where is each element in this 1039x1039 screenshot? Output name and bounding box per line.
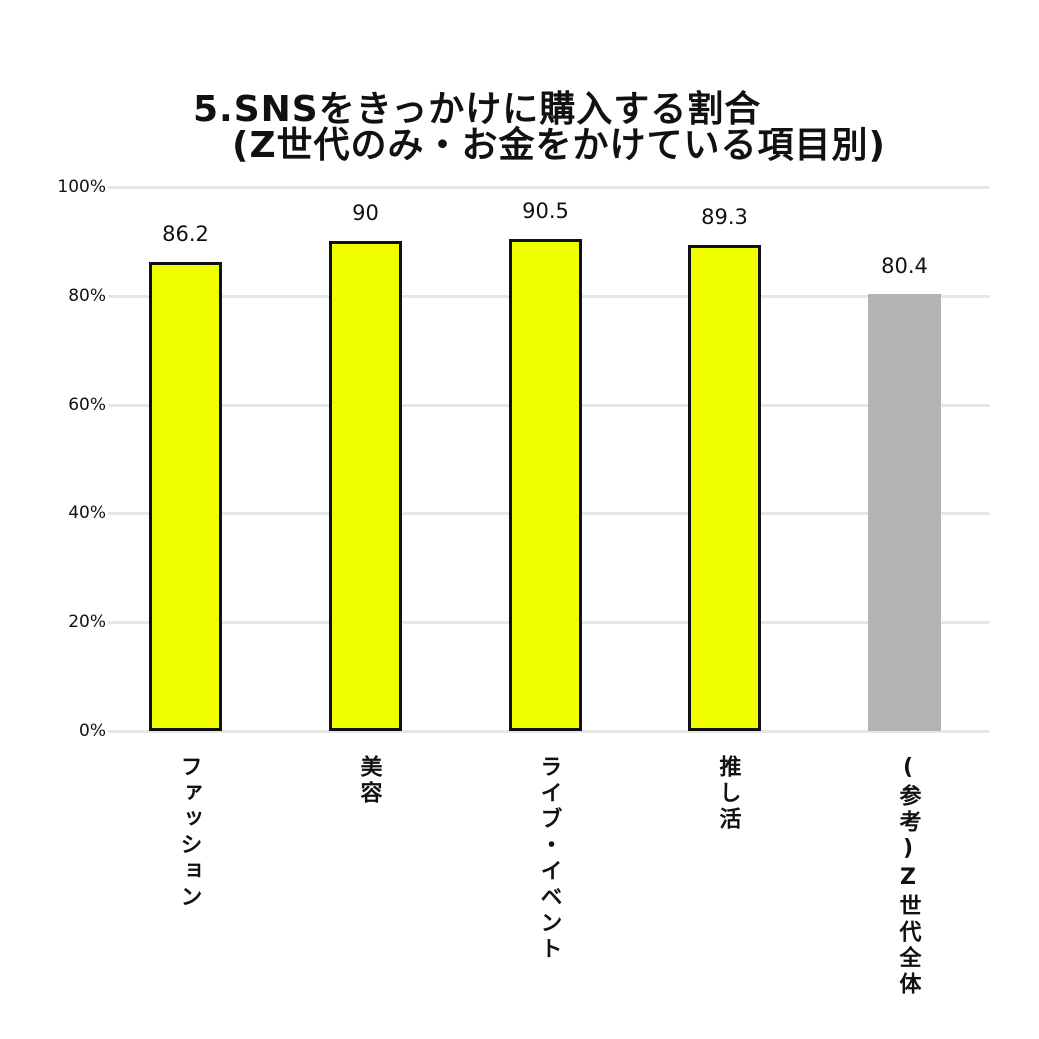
bar-value-label: 80.4 [881, 253, 928, 278]
x-axis-label: (参考)Z世代全体 [895, 755, 921, 998]
y-tick-label: 100% [57, 177, 106, 197]
y-tick-label: 40% [68, 503, 106, 524]
gridline [108, 730, 990, 733]
bar-value-label: 90 [352, 201, 379, 226]
bar-1 [329, 241, 402, 731]
chart-title-line1: 5.SNSをきっかけに購入する割合 [193, 89, 762, 130]
bar-0 [149, 262, 222, 731]
bar-value-label: 90.5 [522, 198, 569, 223]
bar-2 [509, 238, 582, 731]
y-tick-label: 0% [79, 721, 106, 741]
bar-value-label: 89.3 [701, 205, 748, 230]
x-axis-label: 推し活 [715, 755, 741, 833]
bar-3 [688, 245, 761, 731]
y-tick-label: 60% [68, 394, 106, 415]
x-axis-label: ファッション [176, 755, 202, 911]
x-axis-label: ライブ・イベント [536, 755, 562, 963]
gridline [108, 186, 990, 189]
bar-value-label: 86.2 [162, 222, 209, 247]
bar-4 [868, 293, 941, 731]
chart-subtitle: (Z世代のみ・お金をかけている項目別) [232, 125, 887, 166]
y-tick-label: 80% [68, 285, 106, 306]
y-tick-label: 20% [68, 612, 106, 633]
x-axis-label: 美容 [356, 755, 382, 807]
